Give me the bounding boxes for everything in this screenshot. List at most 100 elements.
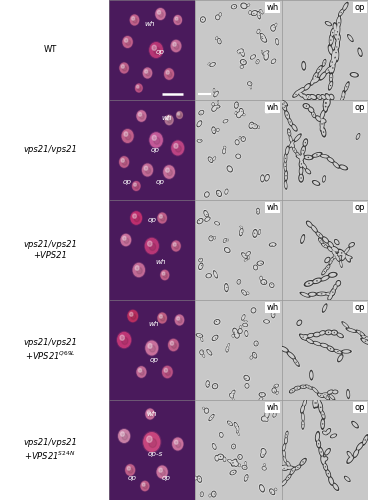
Ellipse shape [264, 174, 270, 182]
Ellipse shape [336, 40, 339, 48]
Ellipse shape [275, 488, 277, 490]
Ellipse shape [308, 292, 317, 297]
Ellipse shape [345, 476, 350, 481]
Ellipse shape [216, 37, 218, 40]
Ellipse shape [196, 217, 204, 225]
Ellipse shape [234, 138, 240, 146]
Ellipse shape [321, 154, 328, 158]
Ellipse shape [290, 140, 295, 149]
Ellipse shape [198, 262, 204, 271]
Ellipse shape [209, 494, 212, 498]
Circle shape [176, 110, 183, 120]
Ellipse shape [241, 465, 248, 470]
Ellipse shape [336, 250, 344, 257]
Ellipse shape [241, 60, 246, 64]
Ellipse shape [335, 350, 342, 354]
Circle shape [143, 484, 147, 489]
Ellipse shape [305, 220, 314, 228]
Ellipse shape [334, 30, 338, 39]
Ellipse shape [347, 390, 350, 398]
Circle shape [167, 170, 172, 175]
Circle shape [160, 216, 165, 221]
Ellipse shape [262, 50, 269, 56]
Circle shape [138, 368, 142, 372]
Circle shape [130, 14, 139, 26]
Ellipse shape [332, 330, 337, 334]
Ellipse shape [284, 144, 290, 157]
Ellipse shape [322, 430, 328, 436]
Ellipse shape [335, 48, 340, 64]
Circle shape [145, 238, 159, 254]
Text: wh: wh [155, 259, 166, 265]
Ellipse shape [303, 154, 314, 160]
Ellipse shape [314, 342, 321, 345]
Ellipse shape [206, 381, 209, 386]
Circle shape [162, 272, 165, 275]
Ellipse shape [208, 493, 212, 498]
Ellipse shape [335, 14, 342, 26]
Ellipse shape [328, 332, 329, 333]
Ellipse shape [212, 383, 218, 389]
Ellipse shape [250, 122, 254, 128]
Circle shape [149, 132, 164, 148]
Ellipse shape [223, 146, 226, 149]
Ellipse shape [328, 476, 334, 486]
Ellipse shape [202, 354, 205, 357]
Ellipse shape [274, 22, 277, 27]
Ellipse shape [282, 480, 287, 486]
Ellipse shape [223, 238, 227, 242]
Ellipse shape [250, 84, 252, 90]
Ellipse shape [238, 464, 241, 466]
Ellipse shape [211, 490, 216, 498]
Text: op: op [162, 475, 171, 481]
Text: wh: wh [267, 103, 279, 112]
Ellipse shape [303, 400, 306, 406]
Ellipse shape [198, 262, 204, 270]
Ellipse shape [313, 181, 319, 185]
Ellipse shape [284, 154, 287, 162]
Ellipse shape [321, 276, 329, 280]
Ellipse shape [264, 417, 268, 422]
Ellipse shape [326, 429, 330, 434]
Ellipse shape [317, 236, 324, 245]
Ellipse shape [317, 292, 326, 296]
Ellipse shape [336, 28, 339, 35]
Ellipse shape [256, 260, 264, 266]
Circle shape [137, 366, 146, 378]
Ellipse shape [294, 359, 299, 366]
Ellipse shape [333, 24, 337, 30]
Ellipse shape [269, 488, 275, 495]
Ellipse shape [305, 156, 312, 160]
Ellipse shape [350, 72, 359, 78]
Ellipse shape [334, 26, 341, 38]
Ellipse shape [281, 466, 287, 469]
Ellipse shape [244, 375, 250, 381]
Ellipse shape [346, 450, 354, 459]
Ellipse shape [299, 384, 308, 390]
Ellipse shape [333, 28, 339, 42]
Ellipse shape [316, 280, 318, 281]
Circle shape [121, 158, 124, 162]
Ellipse shape [217, 101, 219, 104]
Circle shape [137, 110, 146, 122]
Ellipse shape [251, 10, 258, 16]
Circle shape [134, 183, 137, 186]
Ellipse shape [292, 356, 301, 368]
Ellipse shape [255, 207, 261, 216]
Ellipse shape [344, 327, 359, 334]
Ellipse shape [330, 35, 334, 46]
Circle shape [122, 36, 133, 49]
Ellipse shape [215, 36, 219, 40]
Ellipse shape [326, 22, 331, 26]
Ellipse shape [320, 406, 322, 408]
Ellipse shape [269, 282, 275, 288]
Ellipse shape [342, 90, 345, 101]
Ellipse shape [282, 442, 287, 452]
Ellipse shape [275, 24, 277, 26]
Ellipse shape [249, 11, 251, 14]
Ellipse shape [336, 15, 341, 25]
Ellipse shape [298, 332, 308, 342]
Ellipse shape [307, 339, 313, 343]
Ellipse shape [337, 248, 346, 257]
Ellipse shape [210, 490, 217, 498]
